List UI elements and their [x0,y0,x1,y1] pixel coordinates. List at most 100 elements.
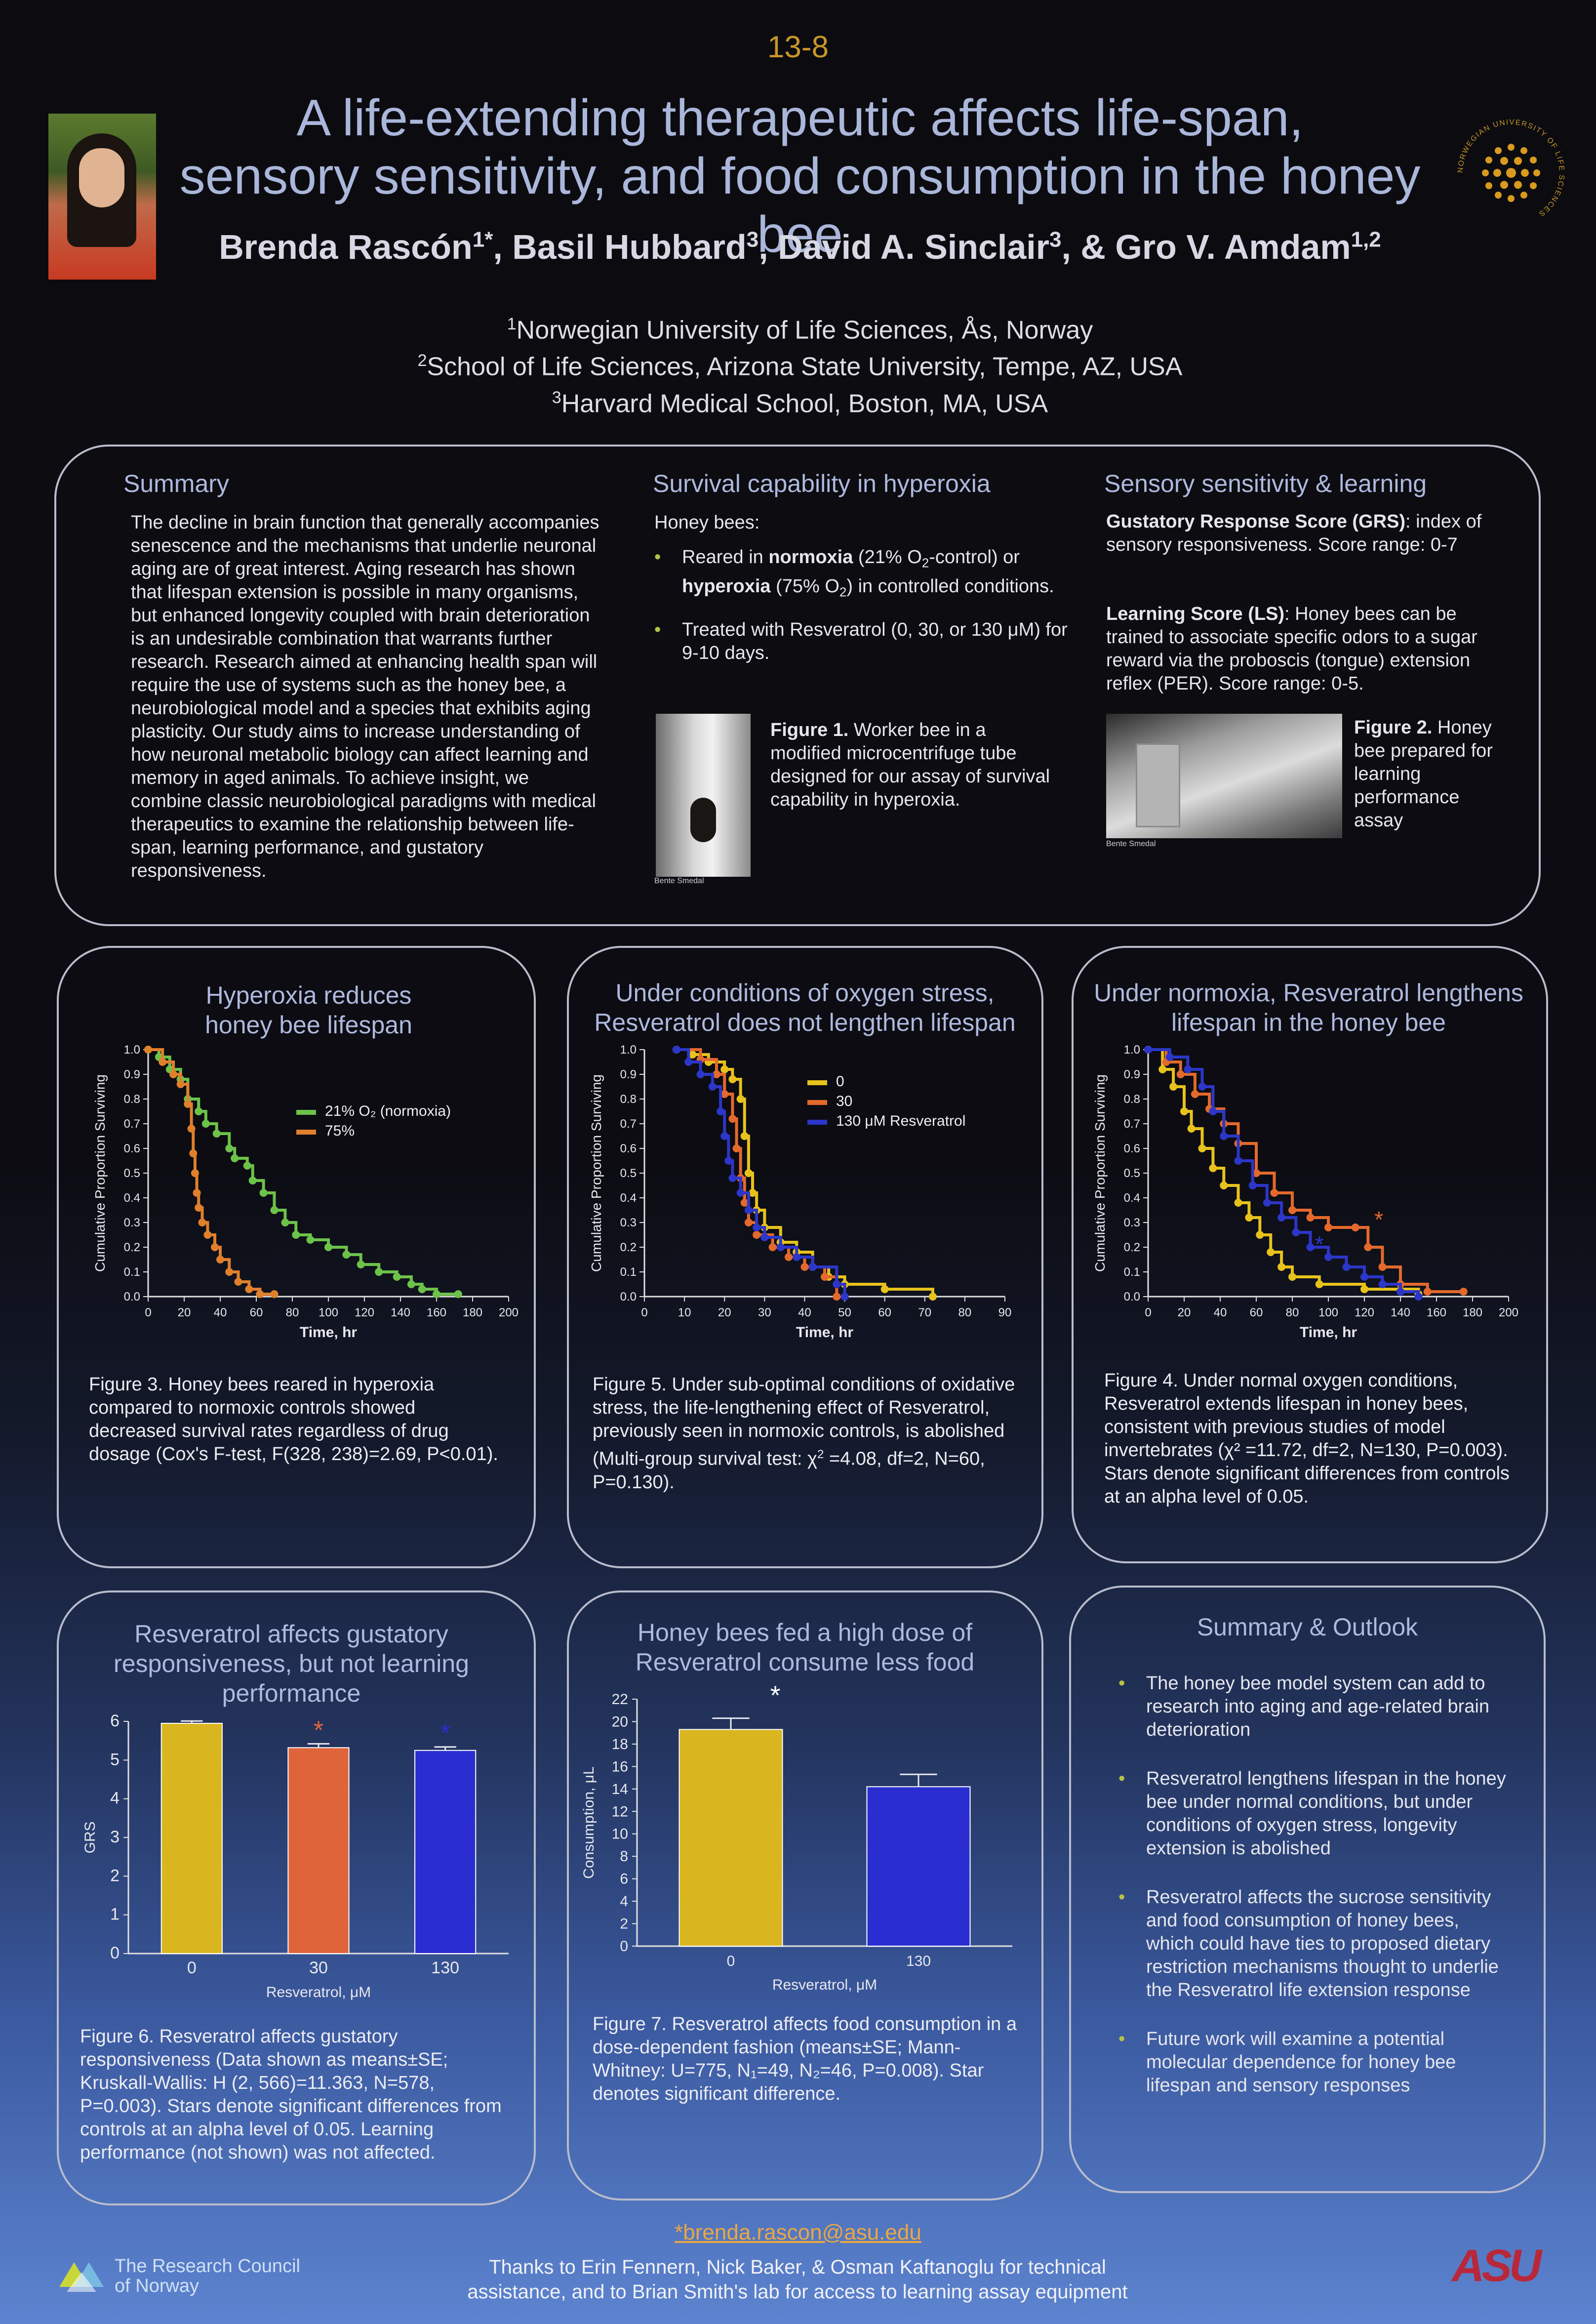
y-tick-label: 18 [612,1736,628,1753]
x-tick-label: 200 [1499,1306,1518,1319]
series-1 [1144,1046,1468,1296]
y-tick-label: 4 [620,1893,628,1910]
x-tick-label: 140 [1391,1306,1410,1319]
data-point [1252,1169,1260,1177]
y-tick-label: 6 [110,1712,120,1730]
x-axis-label: Resveratrol, μM [266,1984,371,2000]
x-tick-label: 20 [178,1306,191,1319]
legend-swatch [296,1110,316,1115]
data-point [184,1100,192,1108]
data-point [744,1169,753,1177]
data-point [744,1206,753,1214]
y-tick-label: 0 [110,1944,120,1962]
x-tick-label: 130 [906,1953,931,1969]
contact-email-link[interactable]: *brenda.rascon@asu.edu [675,2220,921,2244]
y-tick-label: 0.6 [620,1142,637,1155]
data-point [231,1154,239,1162]
survival-intro: Honey bees: [654,512,760,533]
data-point [256,1290,264,1298]
seal-dot [1533,169,1540,176]
data-point [176,1080,185,1088]
y-tick-label: 0.4 [620,1191,637,1205]
x-tick-label: 60 [1250,1306,1263,1319]
x-tick-label: 160 [1427,1306,1446,1319]
data-point [793,1253,801,1261]
x-axis-label: Time, hr [300,1324,357,1341]
y-tick-label: 0.7 [1124,1117,1140,1131]
outlook-bullet-2: Resveratrol lengthens lifespan in the ho… [1118,1767,1509,1860]
y-tick-label: 0.9 [620,1068,637,1081]
y-tick-label: 0.5 [620,1167,637,1180]
y-tick-label: 3 [110,1828,120,1846]
significance-star: * [1374,1207,1383,1232]
data-point [728,1075,737,1083]
seal-dot [1485,182,1492,189]
intro-panel [54,445,1541,926]
data-point [270,1290,279,1298]
data-point [800,1263,809,1271]
data-point [1176,1070,1185,1078]
y-tick-label: 0.3 [620,1216,637,1229]
survival-curve [1148,1048,1420,1297]
legend-swatch [296,1130,316,1135]
y-tick-label: 8 [620,1848,628,1865]
y-tick-label: 1.0 [124,1043,140,1057]
y-tick-label: 20 [612,1713,628,1730]
chart-axes [147,1050,509,1298]
figure-7-caption: Figure 7. Resveratrol affects food consu… [593,2014,1017,2104]
data-point [357,1261,365,1268]
data-point [688,1051,697,1059]
data-point [736,1095,745,1103]
title-line-2: sensory sensitivity, and food consumptio… [179,148,1421,263]
survival-curve [1148,1048,1420,1294]
summary-heading: Summary [123,470,229,497]
y-tick-label: 0.1 [1124,1265,1140,1279]
figure-3-caption: Figure 3. Honey bees reared in hyperoxia… [89,1374,498,1465]
figure-6-panel [57,1590,536,2205]
legend-label: 21% O₂ (normoxia) [325,1103,451,1119]
affiliation-1: 1Norwegian University of Life Sciences, … [507,315,1093,345]
y-tick-label: 0.7 [124,1117,140,1131]
data-point [393,1273,401,1281]
y-tick-label: 10 [612,1826,628,1842]
data-point [1270,1189,1278,1197]
poster-code: 13-8 [767,30,829,64]
author-3: David A. Sinclair3 [778,227,1062,266]
figure-1-photo [656,714,751,877]
significance-star: * [770,1684,780,1711]
seal-dot [1508,195,1515,202]
figure-1-caption: Figure 1. Worker bee in a modified micro… [770,720,1050,810]
data-point [1191,1090,1199,1098]
seal-dot [1520,147,1527,154]
data-point [1288,1273,1296,1281]
data-point [1198,1083,1206,1091]
legend-swatch [807,1100,827,1105]
y-axis-label: Cumulative Proportion Surviving [92,1074,108,1272]
y-tick-label: 0.8 [124,1093,140,1106]
data-point [760,1233,769,1241]
survival-heading: Survival capability in hyperoxia [653,470,991,497]
data-point [1306,1243,1315,1251]
data-point [1220,1182,1228,1189]
data-point [720,1132,729,1140]
seal-dot [1530,182,1537,189]
data-point [211,1243,219,1251]
seal-dot [1508,144,1515,151]
data-point [243,1162,251,1170]
figure-2-caption: Figure 2. Honey bee prepared for learnin… [1354,717,1493,831]
data-point [234,1278,242,1286]
data-point [433,1290,440,1298]
figure-5-title: Under conditions of oxygen stress, Resve… [594,979,1016,1036]
data-point [1277,1214,1286,1222]
data-point [259,1189,268,1197]
y-tick-label: 0.9 [124,1068,140,1081]
data-point [713,1070,720,1078]
asu-logo: ASU [1452,2241,1542,2291]
data-point [880,1285,889,1293]
data-point [245,1285,253,1293]
author-4: Gro V. Amdam1,2 [1115,227,1381,266]
figure-5-panel [567,946,1043,1568]
y-tick-label: 0.0 [620,1290,637,1304]
y-tick-label: 0.8 [1124,1093,1140,1106]
y-tick-label: 16 [612,1758,628,1775]
